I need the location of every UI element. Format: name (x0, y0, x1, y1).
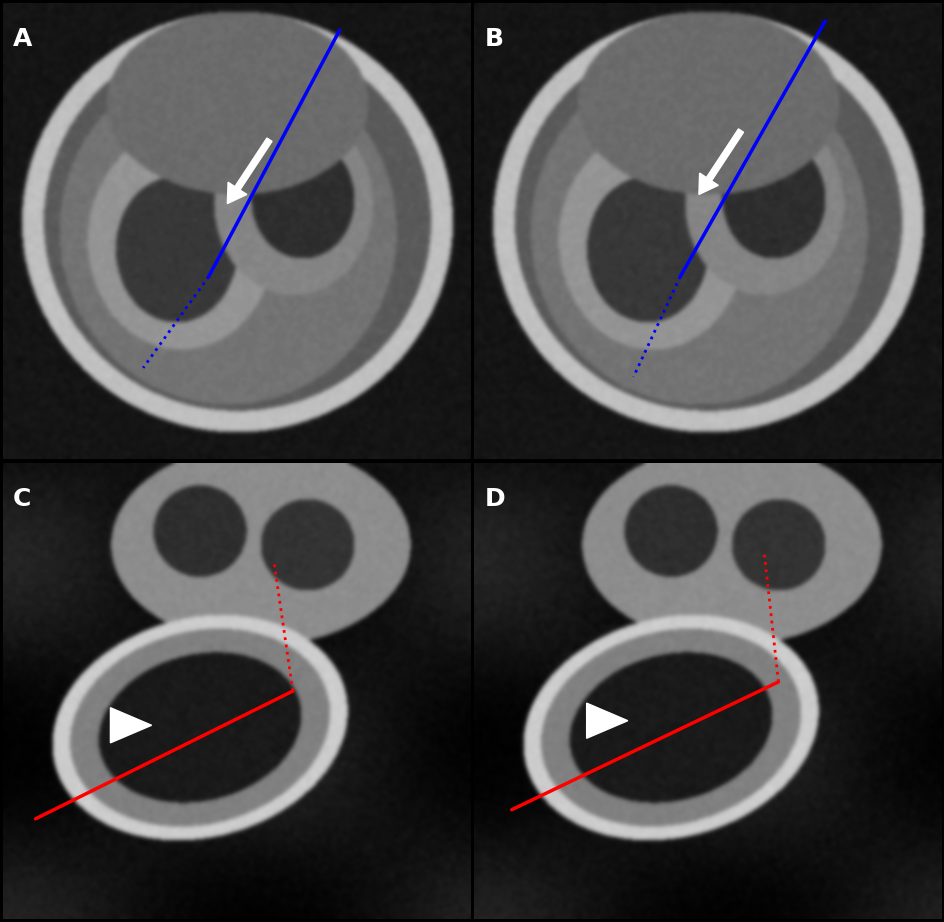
FancyArrow shape (699, 129, 743, 195)
Text: D: D (484, 487, 505, 511)
Text: C: C (13, 487, 31, 511)
FancyArrow shape (228, 138, 272, 204)
Text: A: A (13, 27, 32, 51)
Polygon shape (586, 703, 627, 739)
Text: B: B (484, 27, 503, 51)
Polygon shape (110, 708, 151, 743)
